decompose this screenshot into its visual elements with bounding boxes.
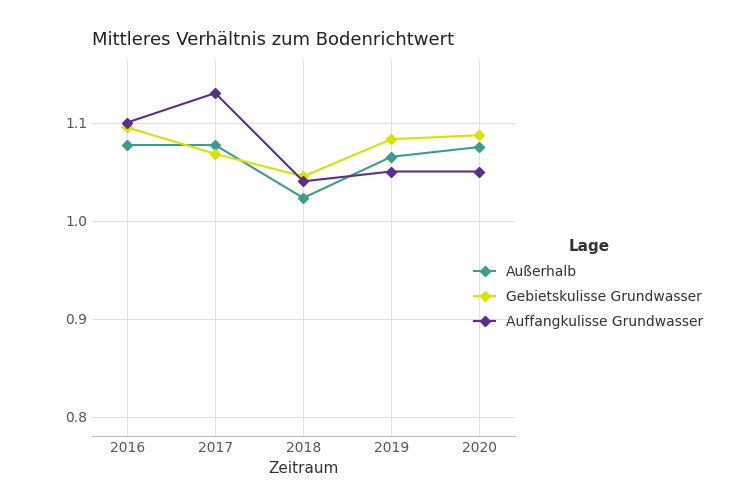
Gebietskulisse Grundwasser bbox=[299, 173, 308, 179]
Gebietskulisse Grundwasser bbox=[123, 124, 132, 130]
Auffangkulisse Grundwasser bbox=[387, 169, 396, 174]
Außerhalb bbox=[210, 142, 219, 148]
Außerhalb bbox=[387, 154, 396, 160]
Auffangkulisse Grundwasser bbox=[210, 90, 219, 96]
Außerhalb bbox=[475, 144, 484, 150]
Außerhalb bbox=[299, 195, 308, 201]
Gebietskulisse Grundwasser bbox=[210, 151, 219, 157]
Gebietskulisse Grundwasser bbox=[475, 132, 484, 138]
Auffangkulisse Grundwasser bbox=[299, 178, 308, 184]
Auffangkulisse Grundwasser bbox=[475, 169, 484, 174]
Auffangkulisse Grundwasser bbox=[123, 120, 132, 125]
Line: Auffangkulisse Grundwasser: Auffangkulisse Grundwasser bbox=[124, 90, 483, 185]
Text: Mittleres Verhältnis zum Bodenrichtwert: Mittleres Verhältnis zum Bodenrichtwert bbox=[92, 31, 454, 49]
Legend: Außerhalb, Gebietskulisse Grundwasser, Auffangkulisse Grundwasser: Außerhalb, Gebietskulisse Grundwasser, A… bbox=[469, 233, 709, 335]
Gebietskulisse Grundwasser bbox=[387, 136, 396, 142]
Außerhalb bbox=[123, 142, 132, 148]
X-axis label: Zeitraum: Zeitraum bbox=[268, 461, 339, 475]
Line: Außerhalb: Außerhalb bbox=[124, 142, 483, 201]
Line: Gebietskulisse Grundwasser: Gebietskulisse Grundwasser bbox=[124, 124, 483, 180]
